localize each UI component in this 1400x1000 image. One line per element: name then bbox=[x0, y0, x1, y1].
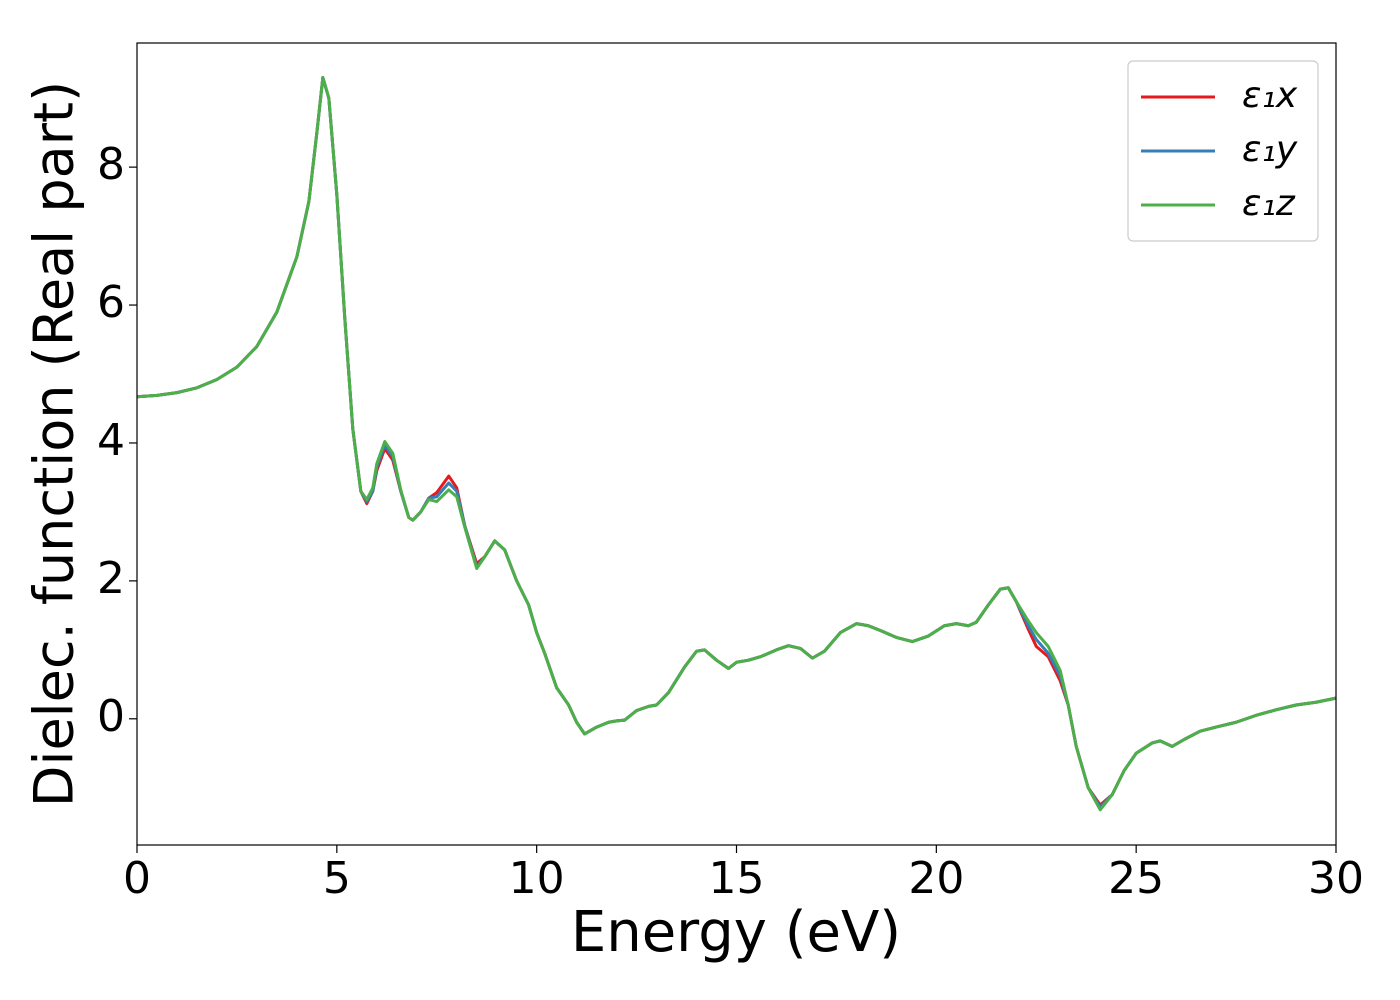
y-tick-label: 0 bbox=[97, 691, 125, 742]
x-tick-label: 0 bbox=[123, 853, 151, 904]
y-tick-label: 4 bbox=[97, 415, 125, 466]
x-tick-label: 20 bbox=[908, 853, 964, 904]
y-axis-label: Dielec. function (Real part) bbox=[23, 81, 86, 807]
x-tick-label: 25 bbox=[1108, 853, 1164, 904]
x-tick-label: 30 bbox=[1308, 853, 1364, 904]
x-axis-label: Energy (eV) bbox=[571, 900, 901, 965]
legend-label: ε₁z bbox=[1242, 183, 1296, 224]
y-tick-label: 6 bbox=[97, 277, 125, 328]
x-tick-label: 10 bbox=[509, 853, 565, 904]
legend-box bbox=[1127, 60, 1319, 242]
x-tick-label: 15 bbox=[709, 853, 765, 904]
series-line bbox=[136, 75, 1337, 812]
x-tick-label: 5 bbox=[323, 853, 351, 904]
y-tick-label: 2 bbox=[97, 553, 125, 604]
legend-label: ε₁x bbox=[1242, 75, 1298, 116]
legend-label: ε₁y bbox=[1242, 129, 1298, 170]
y-tick-label: 8 bbox=[97, 139, 125, 190]
